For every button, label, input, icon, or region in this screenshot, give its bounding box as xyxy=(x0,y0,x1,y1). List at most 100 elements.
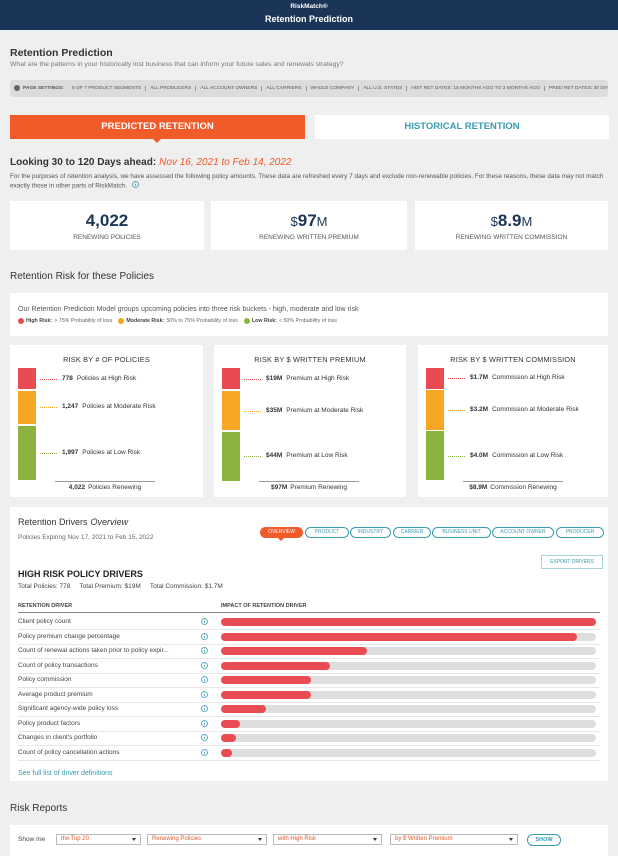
show-me-label: Show me xyxy=(18,836,46,843)
impact-track xyxy=(221,719,596,728)
segment-text: Premium at Low Risk xyxy=(286,452,348,460)
info-icon[interactable] xyxy=(131,181,139,191)
row-rule xyxy=(18,687,600,688)
segment-value: 1,997 xyxy=(62,448,79,456)
panel-total: 4,022 Policies Renewing xyxy=(40,484,170,491)
impact-bar xyxy=(221,734,236,742)
export-button[interactable]: EXPORT DRIVERS xyxy=(541,555,603,569)
kpi-value: $8.9M xyxy=(415,211,608,231)
panel-total: $8.9M Commission Renewing xyxy=(448,484,578,491)
legend-item: High Risk: > 75% Probability of loss xyxy=(18,318,112,324)
info-ring xyxy=(201,705,208,712)
segment-value: $19M xyxy=(266,374,283,382)
risk-legend: High Risk: > 75% Probability of loss Moder… xyxy=(18,318,343,324)
driver-name: Significant agency-wide policy loss xyxy=(18,705,119,712)
setting-item[interactable]: 5 OF 7 PRODUCT SEGMENTS xyxy=(71,86,142,91)
definitions-link[interactable]: See full list of driver definitions xyxy=(18,770,113,777)
leader-line xyxy=(448,409,465,411)
info-icon[interactable] xyxy=(201,690,208,698)
info-icon[interactable] xyxy=(201,719,208,727)
panel-total: $97M Premium Renewing xyxy=(244,484,374,491)
info-ring xyxy=(201,748,208,756)
info-icon[interactable] xyxy=(201,618,208,625)
impact-track xyxy=(221,748,596,757)
segment-label: 778 Policies at High Risk xyxy=(62,374,136,384)
info-dot xyxy=(204,677,205,679)
info-icon[interactable] xyxy=(201,676,208,683)
filter-pill-active[interactable]: OVERVIEW xyxy=(260,527,303,538)
info-ring xyxy=(201,676,208,683)
select[interactable]: Renewing Policies xyxy=(147,834,267,845)
info-icon[interactable] xyxy=(201,748,208,756)
total-value: $97M xyxy=(271,484,288,491)
impact-track xyxy=(221,676,596,684)
drivers-title-text: Retention Drivers xyxy=(18,517,88,527)
kpi-card: $8.9M RENEWING WRITTEN COMMISSION xyxy=(415,201,608,250)
info-glyph xyxy=(131,181,139,188)
filter-pill[interactable]: PRODUCT xyxy=(305,527,349,538)
filter-pill[interactable]: BUSINESS UNIT xyxy=(432,527,491,538)
filter-pill[interactable]: CARRIER xyxy=(393,527,431,538)
setting-item[interactable]: ALL CARRIERS xyxy=(261,86,306,91)
filter-pill[interactable]: PRODUCER xyxy=(556,527,604,538)
info-ring xyxy=(201,632,208,640)
setting-item[interactable]: WHOLE COMPANY xyxy=(305,86,359,91)
legend-item: Moderate Risk: 50% to 75% Probability of … xyxy=(118,318,238,324)
info-icon[interactable] xyxy=(201,705,208,712)
drivers-heading: HIGH RISK POLICY DRIVERS xyxy=(18,569,143,579)
total-value: $8.9M xyxy=(469,484,488,491)
impact-bar xyxy=(221,690,311,699)
impact-bar xyxy=(221,705,266,713)
settings-icon[interactable] xyxy=(14,84,20,91)
setting-item[interactable]: ALL U.S. STATES xyxy=(358,86,407,91)
segment-label: 1,247 Policies at Moderate Risk xyxy=(62,402,156,412)
show-button[interactable]: SHOW xyxy=(527,834,561,846)
select[interactable]: the Top 20 xyxy=(56,834,141,845)
info-icon[interactable] xyxy=(201,647,208,654)
driver-name: Count of renewal actions taken prior to … xyxy=(18,647,169,654)
tab-active[interactable]: PREDICTED RETENTION xyxy=(10,115,305,139)
kpi-label: RENEWING POLICIES xyxy=(73,234,141,241)
tab[interactable]: HISTORICAL RETENTION xyxy=(315,115,609,139)
info-glyph xyxy=(201,734,208,741)
filter-pill[interactable]: ACCOUNT OWNER xyxy=(492,527,554,538)
info-icon[interactable] xyxy=(201,661,208,669)
segment-text: Policies at High Risk xyxy=(76,374,137,382)
kpi-suffix: M xyxy=(521,214,533,229)
segment-label: 1,997 Policies at Low Risk xyxy=(62,448,140,458)
impact-bar xyxy=(221,676,311,684)
setting-item[interactable]: ALL PRODUCERS xyxy=(145,86,196,91)
risk-panel: RISK BY # OF POLICIES 778 Policies at High… xyxy=(10,345,203,497)
segment-text: Commission at High Risk xyxy=(492,374,565,382)
drivers-view: Overview xyxy=(90,517,129,527)
legend-text: < 50% Probability of loss xyxy=(278,318,338,325)
info-ring xyxy=(201,647,208,654)
info-ring xyxy=(201,661,208,669)
select[interactable]: by $ Written Premium xyxy=(390,834,518,845)
segment-value: $4.0M xyxy=(470,451,489,459)
legend-name: Low Risk: xyxy=(251,318,277,325)
setting-item[interactable]: PRED RET DATES: 30 DAYS OUT TO 120 C xyxy=(543,86,608,91)
select[interactable]: with High Risk xyxy=(273,834,382,845)
leader-line xyxy=(40,378,57,380)
info-dot xyxy=(204,735,205,737)
impact-track xyxy=(221,690,596,699)
info-glyph xyxy=(201,647,208,654)
segment-label: $4.0M Commission at Low Risk xyxy=(470,451,563,461)
pill-arrow xyxy=(278,538,284,541)
setting-item[interactable]: HIST RET DATES: 15 MONTHS AGO TO 3 MONTH… xyxy=(406,86,544,91)
driver-name: Policy commission xyxy=(18,676,72,683)
segment-label: $3.2M Commission at Moderate Risk xyxy=(470,405,579,415)
info-icon[interactable] xyxy=(201,632,208,640)
legend-name: High Risk: xyxy=(26,318,53,325)
info-dot xyxy=(134,182,136,184)
filter-pill[interactable]: INDUSTRY xyxy=(350,527,391,538)
info-dot xyxy=(204,691,205,693)
info-dot xyxy=(204,633,205,635)
note-text: For the purposes of retention analysis, … xyxy=(10,173,604,190)
setting-item[interactable]: ALL ACCOUNT OWNERS xyxy=(195,86,262,91)
impact-track xyxy=(221,705,596,713)
driver-stat: Total Commission: $1.7M xyxy=(149,583,223,590)
info-icon[interactable] xyxy=(201,734,208,741)
